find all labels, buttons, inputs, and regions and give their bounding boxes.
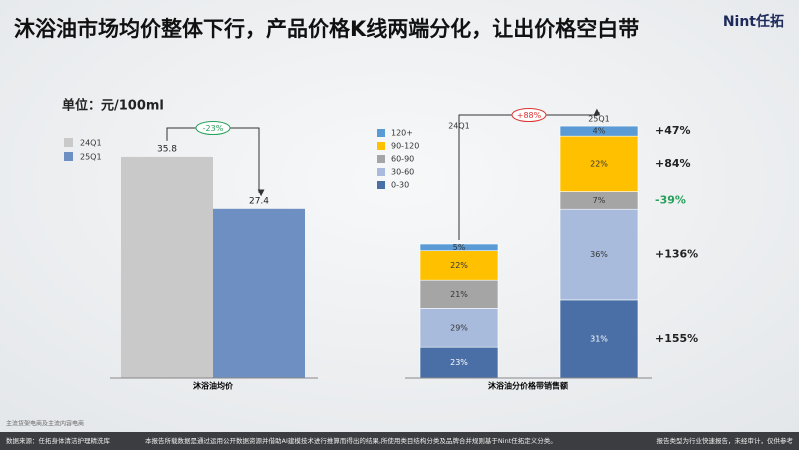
legend-swatch bbox=[64, 152, 73, 161]
legend-swatch bbox=[377, 168, 385, 176]
annotation: -23% bbox=[203, 124, 224, 133]
growth-label: +136% bbox=[655, 248, 698, 261]
bar bbox=[213, 208, 305, 378]
legend-label: 30-60 bbox=[391, 168, 414, 177]
value-label: 29% bbox=[450, 323, 468, 332]
value-label: 4% bbox=[593, 127, 606, 136]
legend-swatch bbox=[64, 138, 73, 147]
footer-bar bbox=[0, 432, 799, 450]
logo: Nint任拓 bbox=[723, 13, 784, 30]
growth-label: -39% bbox=[655, 193, 686, 206]
annotation: +88% bbox=[517, 111, 542, 120]
title: 沐浴油市场均价整体下行，产品价格K线两端分化，让出价格空白带 bbox=[14, 17, 639, 41]
bar-segment bbox=[419, 308, 499, 348]
legend-label: 24Q1 bbox=[80, 139, 102, 148]
bar-segment bbox=[419, 243, 499, 251]
value-label: 22% bbox=[450, 261, 468, 270]
bar-segment bbox=[559, 125, 639, 137]
legend-label: 120+ bbox=[391, 129, 413, 138]
value-label: 27.4 bbox=[249, 196, 269, 206]
value-label: 35.8 bbox=[157, 144, 177, 154]
value-label: 7% bbox=[593, 196, 606, 205]
x-label: 沐浴油均价 bbox=[193, 381, 234, 391]
unit: 单位：元/100ml bbox=[62, 98, 164, 114]
growth-label: +84% bbox=[655, 157, 691, 170]
value-label: 23% bbox=[450, 358, 468, 367]
growth-label: +155% bbox=[655, 332, 698, 345]
value-label: 31% bbox=[590, 334, 608, 343]
legend-swatch bbox=[377, 181, 385, 189]
footer-type: 报告类型为行业快速报告，未经审计，仅供参考 bbox=[657, 436, 794, 445]
bar-segment bbox=[559, 135, 639, 192]
legend-label: 25Q1 bbox=[80, 153, 102, 162]
footer-source: 数据来源：任拓身体清洁护理精洗库 bbox=[6, 436, 111, 445]
bar-segment bbox=[419, 346, 499, 379]
value-label: 21% bbox=[450, 290, 468, 299]
annotation-oval bbox=[195, 121, 231, 135]
growth-label: +47% bbox=[655, 124, 691, 137]
value-label: 5% bbox=[453, 243, 466, 252]
legend-swatch bbox=[377, 129, 385, 137]
value-label: 36% bbox=[590, 250, 608, 259]
x-label: 沐浴油分价格带销售额 bbox=[488, 381, 568, 391]
footer-disclaimer: 本报告所载数据是通过运用公开数据资源并借助AI建模技术进行推算而得出的结果,所使… bbox=[145, 436, 557, 445]
legend-swatch bbox=[377, 155, 385, 163]
legend-swatch bbox=[377, 142, 385, 150]
annotation-oval bbox=[511, 108, 547, 122]
category-label: 25Q1 bbox=[588, 115, 610, 124]
bar-segment bbox=[559, 208, 639, 301]
bar-segment bbox=[419, 279, 499, 309]
legend-label: 90-120 bbox=[391, 142, 419, 151]
legend-label: 60-90 bbox=[391, 155, 414, 164]
bar-segment bbox=[419, 250, 499, 281]
bar bbox=[121, 156, 213, 378]
note: 主流货架电商及主流内容电商 bbox=[6, 420, 84, 428]
value-label: 22% bbox=[590, 159, 608, 168]
legend-label: 0-30 bbox=[391, 181, 409, 190]
